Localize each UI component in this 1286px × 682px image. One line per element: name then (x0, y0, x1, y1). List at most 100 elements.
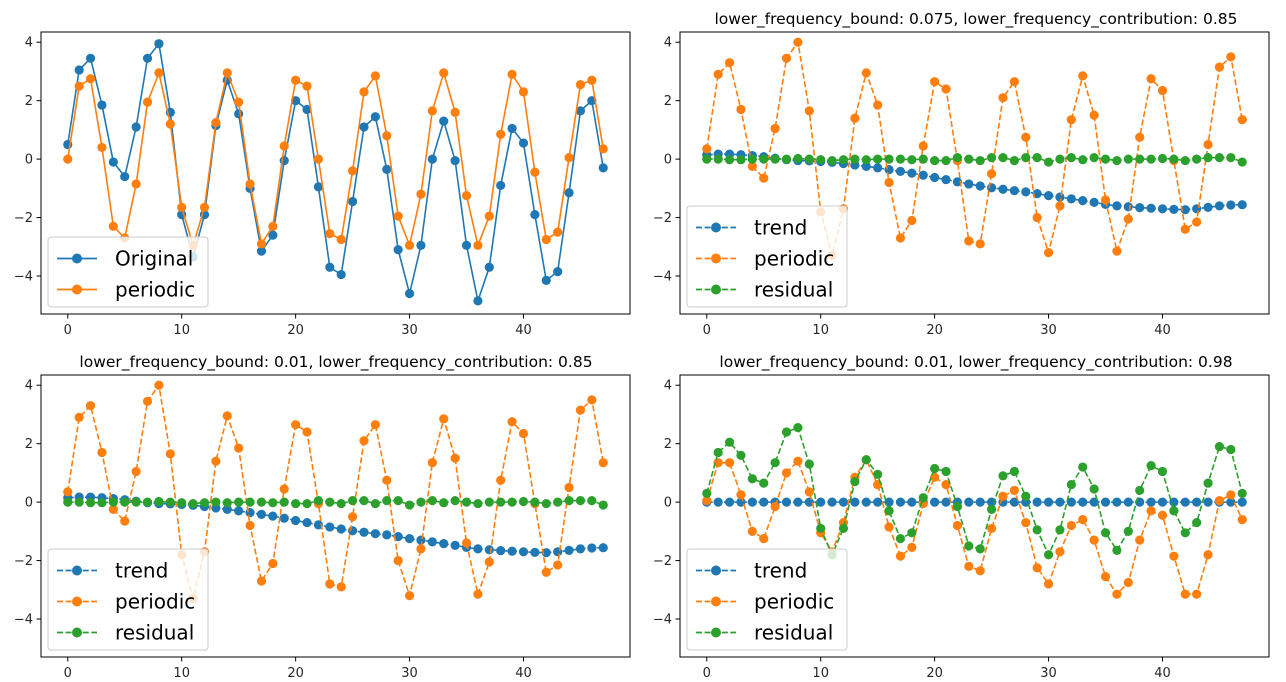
data-point (427, 537, 437, 547)
data-point (907, 155, 917, 165)
data-point (964, 236, 974, 246)
data-point (553, 267, 563, 277)
data-point (256, 509, 267, 519)
data-point (1214, 201, 1225, 211)
y-tick-label: 0 (664, 153, 672, 168)
data-point (930, 172, 940, 183)
data-point (234, 109, 244, 119)
data-point (747, 474, 757, 484)
data-point (838, 155, 849, 165)
data-point (427, 154, 437, 164)
data-point (1112, 589, 1122, 599)
data-point (759, 534, 769, 544)
y-tick-label: −4 (653, 270, 672, 285)
data-point (1169, 154, 1179, 164)
data-point (1043, 191, 1054, 201)
data-point (473, 296, 483, 306)
data-point (370, 112, 380, 122)
data-point (941, 155, 951, 166)
subplot-lfb-001-lfc-098: lower_frequency_bound: 0.01, lower_frequ… (653, 353, 1270, 681)
data-point (393, 211, 403, 221)
data-point (234, 506, 244, 516)
legend-label-trend: trend (115, 559, 168, 583)
data-point (759, 497, 769, 507)
data-point (781, 154, 792, 164)
data-point (507, 417, 517, 427)
data-point (211, 117, 221, 128)
legend-marker-residual (711, 284, 721, 295)
x-tick-label: 20 (287, 323, 304, 338)
data-point (781, 468, 792, 478)
data-point (964, 179, 974, 189)
plot-area: 0 10 20 30 40 −4 −2 0 2 4 trend periodic residual (653, 374, 1270, 681)
data-point (1192, 154, 1202, 164)
data-point (1100, 497, 1111, 507)
data-point (1032, 153, 1042, 163)
data-point (884, 154, 894, 164)
data-point (1055, 497, 1065, 507)
data-point (518, 496, 529, 507)
data-point (804, 487, 814, 497)
data-point (952, 501, 963, 512)
data-point (907, 215, 917, 226)
data-point (1043, 579, 1054, 589)
data-point (1180, 528, 1190, 538)
data-point (256, 246, 267, 256)
data-point (359, 496, 369, 506)
data-point (63, 487, 73, 497)
data-point (702, 144, 712, 154)
data-point (74, 412, 84, 422)
data-point (416, 497, 426, 507)
data-point (131, 122, 141, 132)
data-point (1089, 197, 1099, 207)
data-point (918, 154, 928, 164)
data-point (279, 484, 289, 494)
data-point (74, 81, 84, 91)
data-point (598, 458, 608, 468)
data-point (564, 153, 574, 163)
data-point (975, 155, 985, 166)
data-point (461, 538, 472, 548)
data-point (1089, 110, 1099, 120)
data-point (473, 589, 483, 599)
y-tick-label: 4 (25, 379, 33, 394)
data-point (222, 498, 232, 508)
y-tick-label: 0 (664, 496, 672, 511)
data-point (1146, 154, 1156, 164)
data-point (234, 443, 244, 453)
data-point (1237, 488, 1247, 498)
data-point (575, 496, 586, 506)
data-point (770, 123, 780, 134)
data-point (97, 447, 107, 458)
legend-marker-trend (711, 222, 721, 233)
data-point (1078, 497, 1088, 507)
data-point (587, 395, 597, 405)
data-point (1021, 187, 1031, 197)
data-point (793, 497, 803, 507)
plot-area: 0 10 20 30 40 −4 −2 0 2 4 trend periodic residual (14, 374, 631, 681)
data-point (564, 496, 574, 506)
data-point (713, 69, 723, 79)
legend-label-periodic: periodic (754, 247, 834, 271)
data-point (1123, 214, 1133, 224)
data-point (291, 75, 301, 85)
data-point (1226, 200, 1236, 210)
data-point (518, 428, 529, 439)
data-point (1089, 535, 1099, 545)
legend: Original periodic (47, 236, 209, 308)
data-point (713, 154, 723, 164)
data-point (598, 144, 608, 154)
data-point (1043, 550, 1054, 560)
data-point (816, 155, 826, 165)
data-point (884, 177, 894, 188)
data-point (1100, 572, 1111, 582)
data-point (97, 142, 107, 153)
data-point (907, 497, 917, 507)
data-point (941, 497, 951, 507)
data-point (1123, 202, 1133, 212)
data-point (404, 534, 415, 544)
data-point (736, 155, 746, 165)
data-point (553, 560, 563, 570)
data-point (816, 497, 826, 507)
data-point (154, 380, 164, 390)
